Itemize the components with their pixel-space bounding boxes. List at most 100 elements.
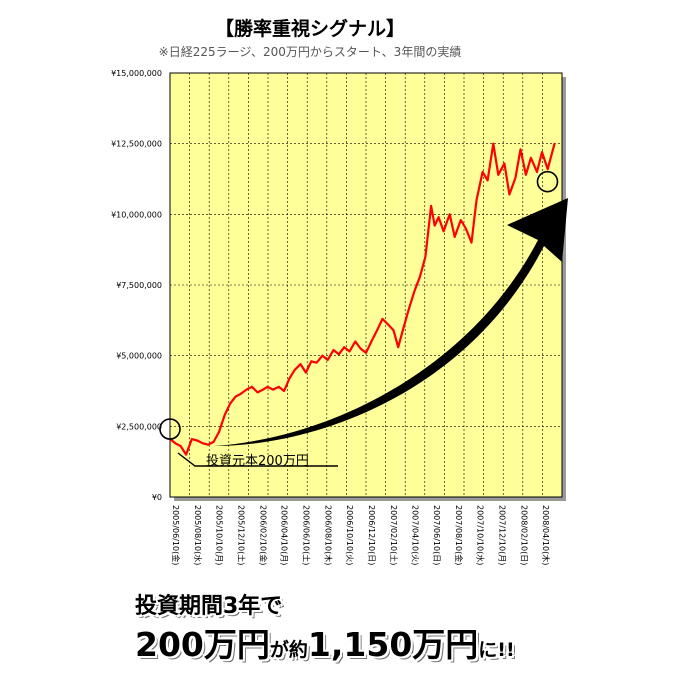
- series-line: [169, 142, 556, 456]
- data-point: [218, 431, 220, 433]
- caption-start-amount: 200万円: [135, 625, 270, 664]
- data-point: [541, 151, 543, 154]
- data-point: [397, 346, 400, 349]
- x-tick-label: 2006/02/10(金): [259, 505, 269, 565]
- data-point: [223, 414, 226, 416]
- x-tick-label: 2006/12/10(日): [367, 505, 376, 565]
- data-point: [185, 453, 187, 456]
- data-point: [190, 438, 193, 440]
- data-point: [419, 275, 421, 278]
- data-point: [376, 329, 378, 332]
- y-tick-label: ¥2,500,000: [116, 422, 162, 431]
- data-point: [245, 388, 248, 391]
- data-point: [266, 385, 269, 388]
- data-point: [283, 390, 285, 392]
- y-tick-label: ¥7,500,000: [116, 281, 162, 290]
- data-point: [288, 377, 291, 380]
- x-tick-label: 2005/12/10(土): [236, 505, 246, 565]
- data-point: [553, 142, 556, 145]
- data-point: [481, 171, 484, 173]
- data-point: [387, 323, 390, 326]
- data-point: [256, 391, 259, 394]
- end-circle-icon: [536, 170, 559, 193]
- start-circle-icon: [159, 418, 181, 440]
- growth-arrow-icon: [214, 198, 568, 446]
- data-point: [359, 347, 362, 350]
- data-point: [453, 236, 456, 238]
- data-point: [337, 353, 340, 356]
- x-tick-label: 2007/06/10(日): [432, 505, 441, 565]
- caption-end-amount: 1,150万円: [307, 625, 479, 664]
- x-tick-label: 2005/08/10(水): [193, 505, 203, 565]
- caption-line-1: 投資期間3年で: [135, 594, 283, 619]
- data-point: [508, 193, 511, 196]
- y-tick-label: ¥12,500,000: [111, 140, 162, 149]
- x-tick-label: 2006/08/10(木): [323, 505, 333, 565]
- data-point: [459, 219, 462, 221]
- data-point: [262, 388, 264, 391]
- data-point: [321, 354, 324, 357]
- x-tick-label: 2007/10/10(水): [476, 505, 486, 565]
- data-point: [433, 224, 436, 227]
- data-point: [202, 442, 204, 445]
- x-tick-label: 2008/04/10(木): [541, 505, 551, 565]
- data-point: [413, 289, 416, 292]
- data-point: [277, 385, 280, 388]
- y-tick-label: ¥10,000,000: [111, 210, 162, 219]
- data-point: [529, 156, 532, 159]
- x-tick-label: 2006/04/10(月): [280, 505, 289, 565]
- data-point: [305, 371, 307, 374]
- data-point: [524, 173, 527, 176]
- x-tick-label: 2006/06/10(土): [302, 505, 312, 565]
- data-point: [514, 176, 517, 179]
- data-point: [503, 162, 506, 165]
- y-tick-label: ¥0: [152, 493, 162, 502]
- data-point: [310, 360, 313, 363]
- data-point: [519, 148, 522, 151]
- y-tick-label: ¥15,000,000: [111, 69, 162, 78]
- data-point: [229, 402, 231, 405]
- x-tick-label: 2005/10/10(月): [215, 505, 224, 565]
- data-point: [546, 168, 549, 171]
- chart-subtitle: ※日経225ラージ、200万円からスタート、3年間の実績: [158, 45, 462, 59]
- data-point: [343, 346, 346, 349]
- data-point: [448, 213, 451, 216]
- start-label: 投資元本200万円: [206, 454, 309, 469]
- x-tick-label: 2007/04/10(火): [410, 505, 419, 565]
- data-point: [174, 442, 177, 445]
- data-point: [332, 349, 335, 351]
- data-point: [492, 142, 495, 145]
- data-point: [437, 216, 440, 219]
- data-point: [179, 445, 182, 448]
- x-tick-label: 2005/06/10(金): [171, 505, 181, 565]
- data-point: [536, 171, 538, 173]
- data-point: [326, 359, 329, 361]
- x-tick-label: 2007/08/10(金): [454, 505, 464, 565]
- data-point: [239, 392, 242, 395]
- data-point: [392, 329, 395, 332]
- data-point: [251, 385, 253, 388]
- data-point: [348, 350, 351, 353]
- data-point: [365, 351, 367, 354]
- data-point: [475, 199, 478, 202]
- caption-exclaim: に!!: [478, 639, 515, 661]
- data-point: [299, 363, 302, 366]
- data-point: [402, 326, 405, 329]
- data-point: [207, 443, 210, 446]
- caption-line-2: 200万円が約1,150万円に!!: [135, 618, 515, 666]
- data-point: [293, 368, 296, 371]
- x-tick-label: 2007/12/10(月): [498, 505, 507, 565]
- data-point: [470, 241, 473, 244]
- data-point: [370, 340, 373, 343]
- data-point: [212, 440, 215, 443]
- data-point: [381, 318, 384, 320]
- data-point: [430, 204, 432, 207]
- data-point: [442, 230, 445, 233]
- caption-connector: が約: [269, 639, 308, 661]
- data-point: [315, 361, 318, 364]
- chart-title: 【勝率重視シグナル】: [214, 18, 405, 40]
- x-tick-label: 2006/10/10(火): [345, 505, 354, 565]
- x-tick-label: 2008/02/10(日): [520, 505, 529, 565]
- data-point: [272, 388, 274, 391]
